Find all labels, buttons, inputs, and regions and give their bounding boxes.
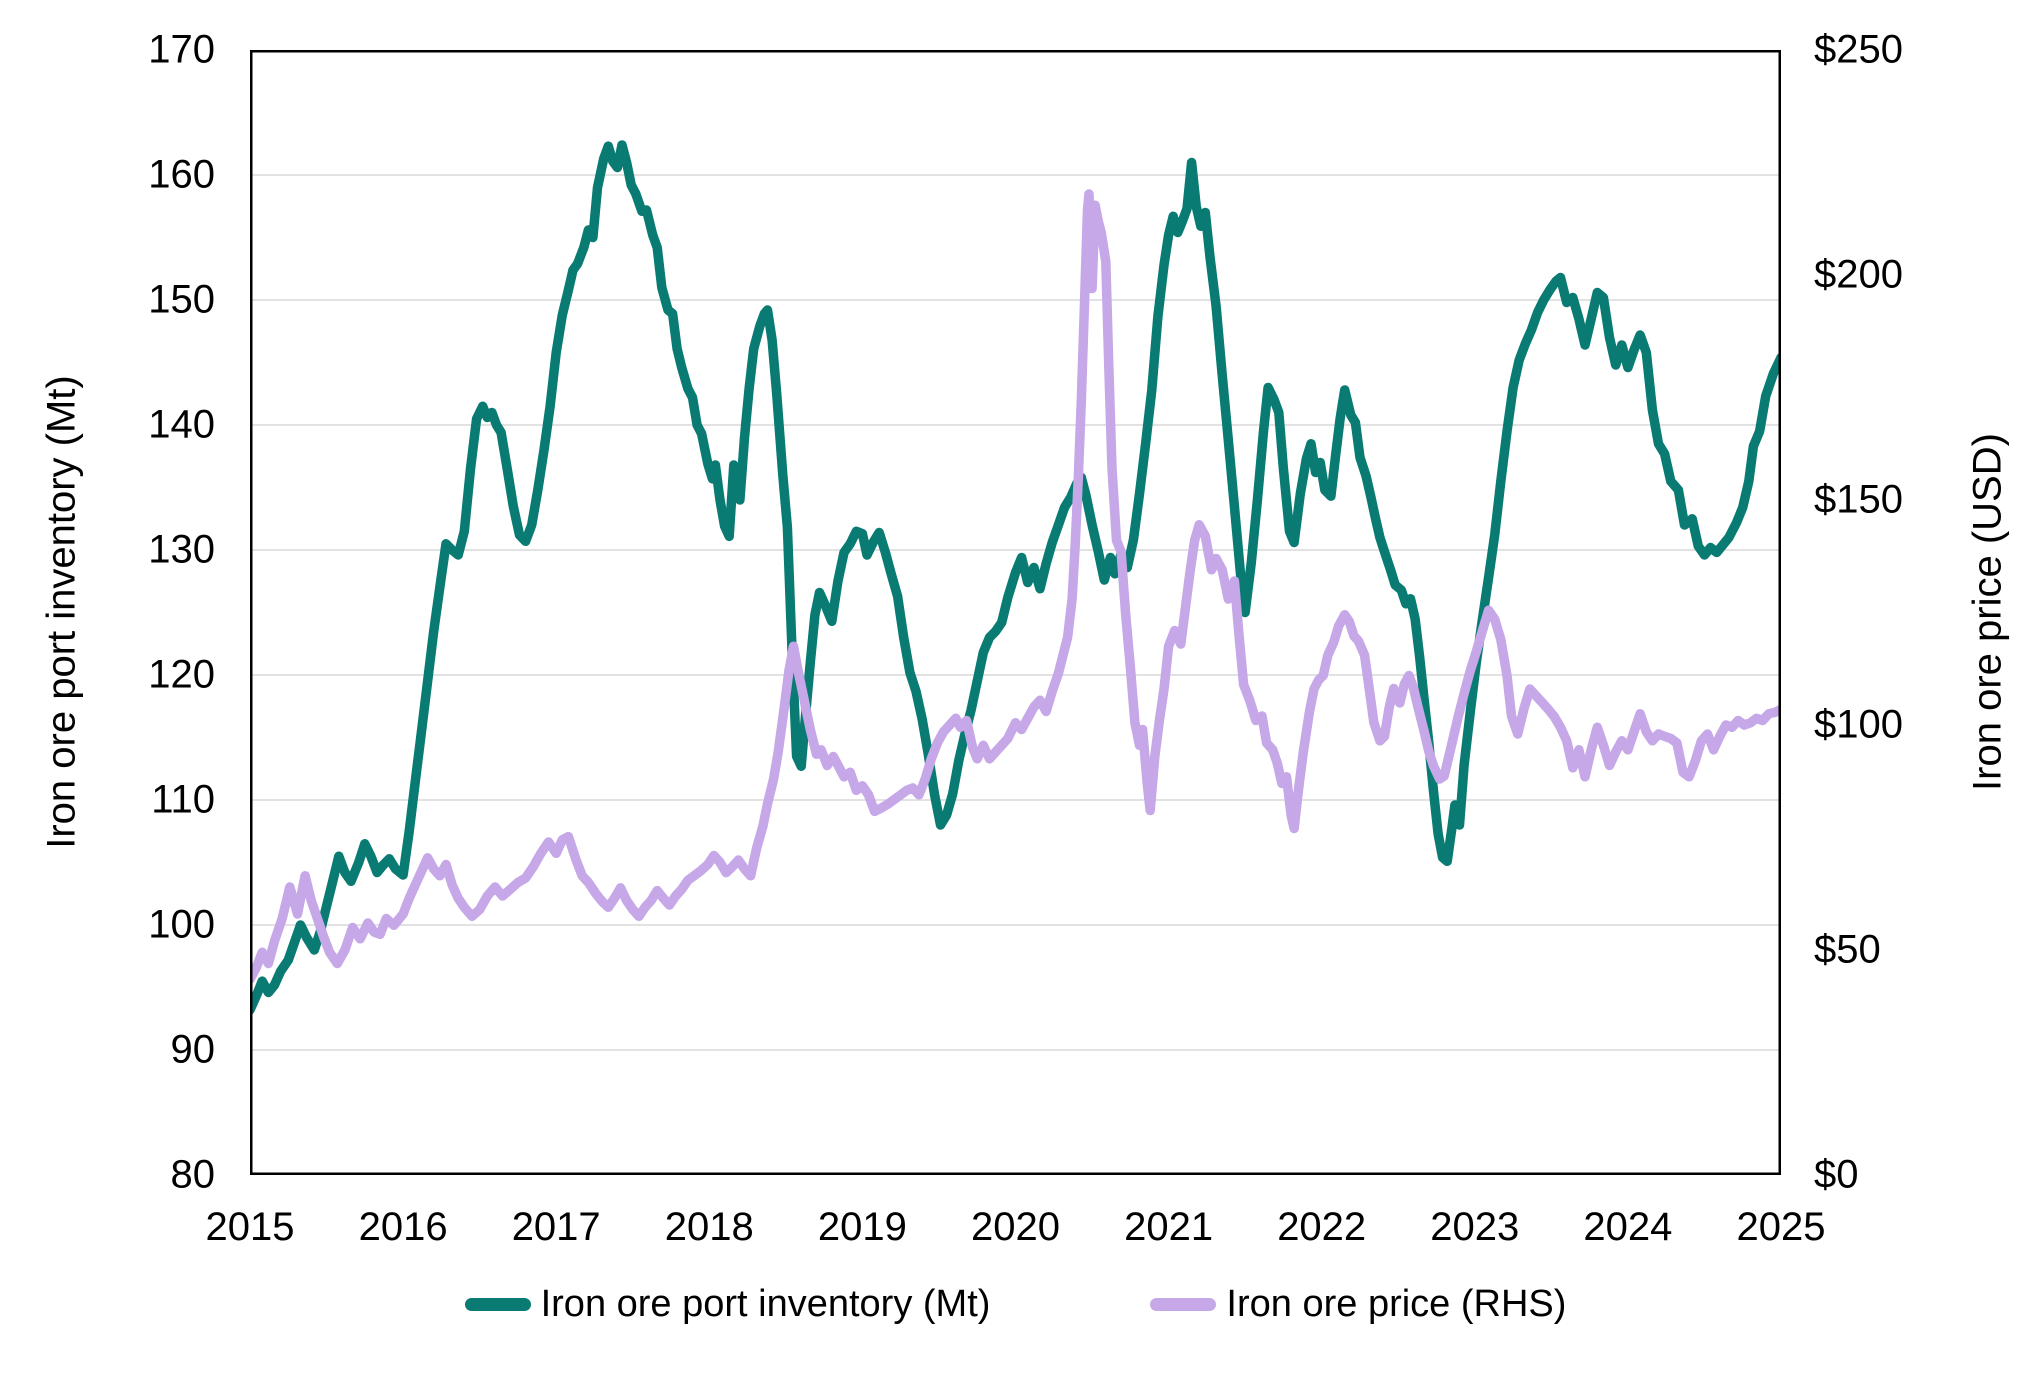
x-axis-tick-label: 2020: [971, 1205, 1060, 1249]
x-axis-tick-label: 2016: [358, 1205, 448, 1249]
x-axis-tick-label: 2025: [1736, 1205, 1826, 1249]
legend-item-inventory: Iron ore port inventory (Mt): [464, 1283, 991, 1326]
x-axis-tick-label: 2022: [1277, 1205, 1367, 1249]
left-axis-tick-label: 80: [170, 1152, 216, 1197]
right-axis-tick-label: $0: [1814, 1152, 1859, 1197]
x-axis-tick-label: 2018: [664, 1205, 754, 1249]
right-axis-tick-label: $50: [1814, 927, 1881, 972]
x-axis-tick-label: 2024: [1583, 1205, 1673, 1249]
right-axis-title: Iron ore price (USD): [1965, 433, 2010, 791]
left-axis-tick-label: 170: [148, 27, 215, 72]
left-axis-tick-label: 150: [148, 277, 215, 322]
x-axis-tick-label: 2021: [1124, 1205, 1214, 1249]
left-axis-tick-label: 110: [151, 777, 215, 822]
right-axis-tick-label: $200: [1814, 252, 1903, 297]
x-axis-tick-label: 2017: [511, 1205, 601, 1249]
right-axis-tick-label: $150: [1814, 477, 1903, 522]
inventory-legend-label: Iron ore port inventory (Mt): [540, 1283, 991, 1325]
legend-item-price: Iron ore price (RHS): [1150, 1283, 1566, 1326]
price-legend-label: Iron ore price (RHS): [1226, 1283, 1567, 1325]
right-axis-tick-label: $100: [1814, 702, 1903, 747]
price-line: [250, 189, 1781, 985]
left-axis-tick-label: 100: [148, 902, 215, 947]
left-axis-tick-label: 160: [148, 152, 215, 197]
x-axis-tick-label: 2023: [1430, 1205, 1520, 1249]
price-legend-swatch: [1150, 1298, 1217, 1311]
left-axis-tick-label: 120: [148, 652, 215, 697]
inventory-legend-swatch: [464, 1298, 531, 1311]
x-axis-tick-label: 2019: [817, 1205, 907, 1249]
left-axis-tick-label: 140: [148, 402, 215, 447]
plot-area: [250, 50, 1781, 1175]
left-axis-tick-label: 90: [170, 1027, 216, 1072]
inventory-line: [250, 140, 1781, 1015]
left-axis-tick-label: 130: [148, 527, 215, 572]
left-axis-title: Iron ore port inventory (Mt): [39, 375, 84, 849]
chart-legend: Iron ore port inventory (Mt) Iron ore pr…: [0, 1283, 2031, 1326]
x-axis-tick-label: 2015: [205, 1205, 295, 1249]
plot-border: [250, 50, 1781, 1175]
right-axis-tick-label: $250: [1814, 27, 1903, 72]
